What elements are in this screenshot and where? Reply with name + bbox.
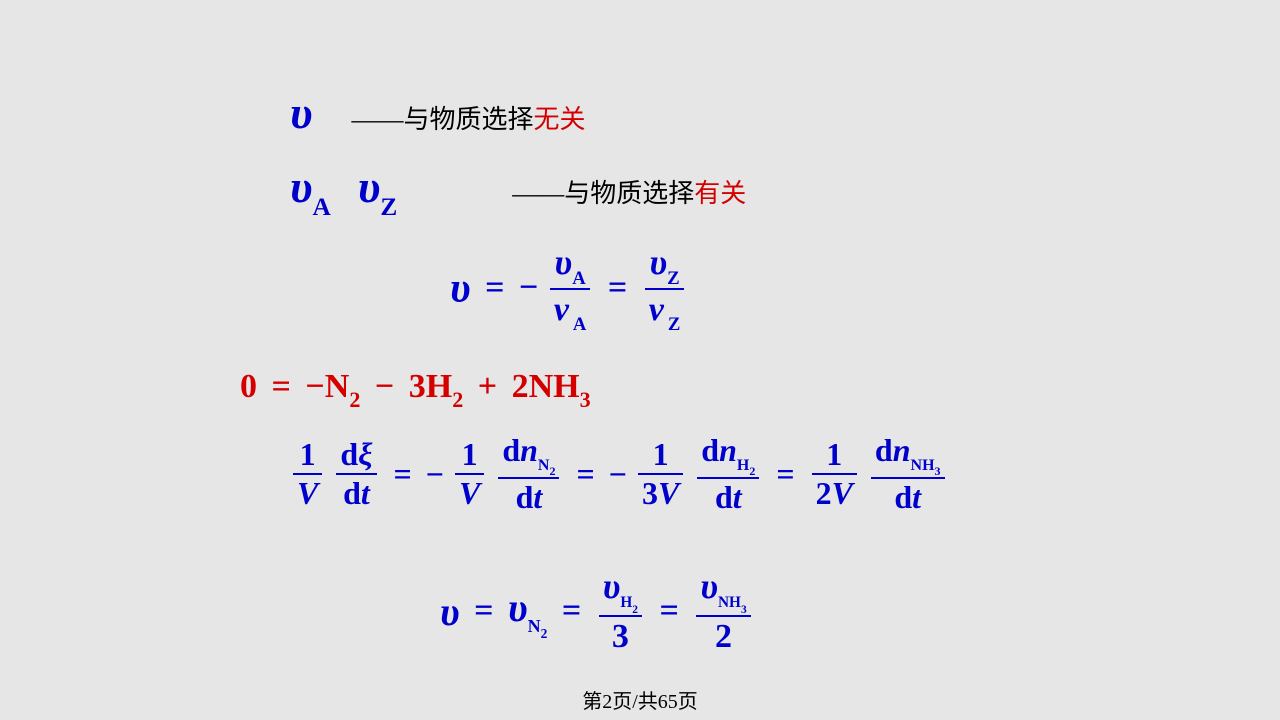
page-footer: 第2页/共65页 xyxy=(0,685,1280,714)
upsilon-symbol: υ xyxy=(290,87,313,138)
equation-2: 1 V dξ dt = − 1 V dnN2 dt = − 1 3V dnH2 … xyxy=(290,434,948,515)
note-2-black: 与物质选择 xyxy=(564,179,694,208)
eq2-term3b: dnH2 dt xyxy=(697,434,759,515)
slide: υ ——与物质选择无关 υA υZ ——与物质选择有关 υ = − υA νA … xyxy=(0,0,1280,720)
eq2-neg-2: − xyxy=(609,456,627,493)
line-2: υA υZ ——与物质选择有关 xyxy=(290,160,746,219)
eq2-term2a: 1 V xyxy=(455,438,484,511)
chemical-equation: 0 = −N2 − 3H2 + 2NH3 xyxy=(240,368,591,411)
eq2-term2b: dnN2 dt xyxy=(498,434,559,515)
eq1-equals-1: = xyxy=(485,269,504,307)
eq3-frac-h2: υH2 3 xyxy=(599,568,642,655)
note-1-black: 与物质选择 xyxy=(404,105,534,134)
dash-1: —— xyxy=(352,105,404,134)
eq3-equals-1: = xyxy=(474,592,493,630)
eq1-lhs: υ xyxy=(450,265,471,311)
eq3-term-n2: υN2 xyxy=(508,585,547,630)
eq3-frac-nh3: υNH3 2 xyxy=(696,568,750,655)
dash-2: —— xyxy=(512,179,564,208)
note-2-red: 有关 xyxy=(694,179,746,208)
line-1: υ ——与物质选择无关 xyxy=(290,86,586,139)
note-1-red: 无关 xyxy=(534,105,586,134)
eq2-term3a: 1 3V xyxy=(638,438,683,511)
eq3-equals-2: = xyxy=(562,592,581,630)
equation-1: υ = − υA νA = υZ νZ xyxy=(450,244,687,333)
eq2-neg-1: − xyxy=(426,456,444,493)
eq1-frac-a: υA νA xyxy=(550,244,591,333)
eq1-equals-2: = xyxy=(608,269,627,307)
eq2-term4a: 1 2V xyxy=(812,438,857,511)
eq2-equals-1: = xyxy=(394,456,412,493)
equation-3: υ = υN2 = υH2 3 = υNH3 2 xyxy=(440,568,754,655)
eq3-equals-3: = xyxy=(659,592,678,630)
eq2-term4b: dnNH3 dt xyxy=(871,434,945,515)
eq3-lhs: υ xyxy=(440,589,460,634)
eq2-equals-3: = xyxy=(776,456,794,493)
upsilon-a: υA xyxy=(290,161,331,212)
upsilon-z: υZ xyxy=(358,161,397,212)
eq2-equals-2: = xyxy=(576,456,594,493)
eq2-term1a: 1 V xyxy=(293,438,322,511)
eq2-term1b: dξ dt xyxy=(336,438,376,511)
eq1-neg: − xyxy=(519,269,538,307)
eq1-frac-z: υZ νZ xyxy=(645,244,685,333)
